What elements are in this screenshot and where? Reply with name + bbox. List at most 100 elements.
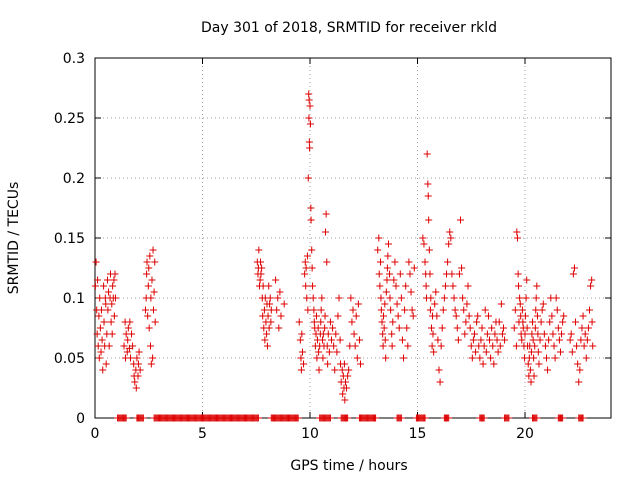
- data-point: [147, 294, 155, 302]
- data-point: [459, 294, 467, 302]
- data-point: [435, 366, 443, 374]
- data-point: [574, 360, 582, 368]
- data-point: [501, 336, 509, 344]
- data-point: [532, 294, 540, 302]
- data-point: [323, 258, 331, 266]
- data-point: [375, 270, 383, 278]
- data-point: [545, 336, 553, 344]
- x-tick-label: 0: [91, 426, 100, 442]
- data-point: [544, 366, 552, 374]
- data-point: [307, 216, 315, 224]
- data-point: [555, 336, 563, 344]
- data-point: [489, 342, 497, 350]
- data-point: [521, 330, 529, 338]
- data-point: [589, 342, 597, 350]
- data-point: [546, 318, 554, 326]
- data-point: [526, 366, 534, 374]
- data-point: [297, 366, 305, 374]
- data-point: [587, 282, 595, 290]
- data-point: [325, 348, 333, 356]
- data-point: [296, 336, 304, 344]
- data-point: [449, 282, 457, 290]
- data-point: [122, 414, 130, 422]
- data-point: [318, 336, 326, 344]
- data-point: [559, 414, 567, 422]
- data-point: [512, 342, 520, 350]
- data-point: [448, 270, 456, 278]
- data-point: [440, 294, 448, 302]
- data-point: [429, 330, 437, 338]
- x-axis-label: GPS time / hours: [290, 458, 407, 474]
- data-point: [436, 378, 444, 386]
- data-point: [97, 348, 105, 356]
- data-point: [308, 264, 316, 272]
- data-point: [386, 270, 394, 278]
- data-point: [482, 348, 490, 356]
- data-point: [133, 354, 141, 362]
- data-point: [543, 354, 550, 362]
- data-point: [538, 306, 546, 314]
- data-point: [256, 276, 264, 284]
- data-point: [552, 294, 560, 302]
- data-point: [447, 234, 455, 242]
- data-point: [548, 312, 556, 320]
- data-point: [302, 282, 310, 290]
- data-point: [145, 264, 153, 272]
- data-point: [144, 312, 152, 320]
- data-point: [357, 360, 365, 368]
- data-point: [300, 360, 308, 368]
- data-point: [453, 324, 461, 332]
- x-tick-label: 20: [516, 426, 534, 442]
- data-point: [124, 336, 132, 344]
- data-point: [516, 294, 524, 302]
- data-point: [439, 306, 447, 314]
- data-point: [123, 348, 131, 356]
- data-point: [91, 282, 99, 290]
- data-point: [335, 294, 343, 302]
- data-point: [533, 414, 541, 422]
- data-point: [151, 318, 159, 326]
- data-point: [386, 294, 394, 302]
- y-tick-label: 0.2: [63, 171, 85, 187]
- data-point: [381, 336, 389, 344]
- data-point: [539, 300, 547, 308]
- data-point: [408, 306, 416, 314]
- data-points: [91, 90, 597, 422]
- data-point: [533, 282, 541, 290]
- data-point: [99, 366, 107, 374]
- data-point: [457, 216, 464, 224]
- data-point: [566, 336, 574, 344]
- data-point: [330, 342, 338, 350]
- data-point: [421, 258, 429, 266]
- data-point: [148, 276, 156, 284]
- data-point: [454, 336, 462, 344]
- data-point: [146, 342, 154, 350]
- data-point: [528, 330, 536, 338]
- data-point: [578, 324, 586, 332]
- data-point: [131, 378, 139, 386]
- data-point: [321, 228, 329, 236]
- data-point: [446, 228, 454, 236]
- data-point: [353, 354, 361, 362]
- data-point: [484, 312, 492, 320]
- data-point: [477, 336, 485, 344]
- data-point: [111, 270, 119, 278]
- data-point: [455, 270, 463, 278]
- data-point: [354, 300, 362, 308]
- data-point: [305, 114, 313, 122]
- data-point: [473, 318, 481, 326]
- data-point: [422, 282, 430, 290]
- data-point: [572, 318, 580, 326]
- data-point: [395, 324, 403, 332]
- data-point: [465, 312, 473, 320]
- data-point: [126, 354, 134, 362]
- data-point: [380, 312, 388, 320]
- data-point: [397, 414, 405, 422]
- data-point: [407, 288, 415, 296]
- data-point: [145, 324, 153, 332]
- data-point: [480, 414, 488, 422]
- data-point: [519, 318, 527, 326]
- data-point: [438, 324, 446, 332]
- data-point: [265, 282, 273, 290]
- data-point: [467, 342, 475, 350]
